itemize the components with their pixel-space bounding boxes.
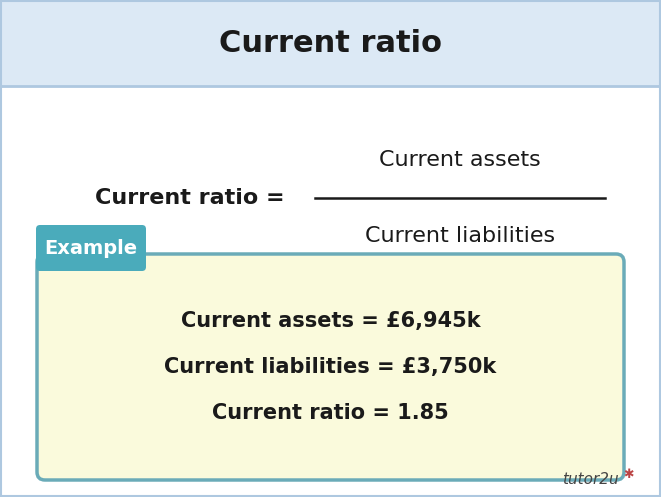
Text: Example: Example [44, 239, 137, 257]
Text: ✱: ✱ [623, 469, 633, 482]
Bar [0, 0, 661, 86]
FancyBboxPatch shape [36, 225, 146, 271]
Text: tutor2u: tutor2u [562, 472, 618, 487]
Text: Current assets = £6,945k: Current assets = £6,945k [180, 311, 481, 331]
Text: Current ratio: Current ratio [219, 28, 442, 58]
Bar [0, 86, 661, 497]
Text: Current ratio = 1.85: Current ratio = 1.85 [212, 403, 449, 423]
FancyBboxPatch shape [37, 254, 624, 480]
Text: Current ratio =: Current ratio = [95, 188, 292, 208]
Text: Current liabilities: Current liabilities [365, 226, 555, 246]
Text: Current liabilities = £3,750k: Current liabilities = £3,750k [165, 357, 496, 377]
Text: Current assets: Current assets [379, 150, 541, 170]
